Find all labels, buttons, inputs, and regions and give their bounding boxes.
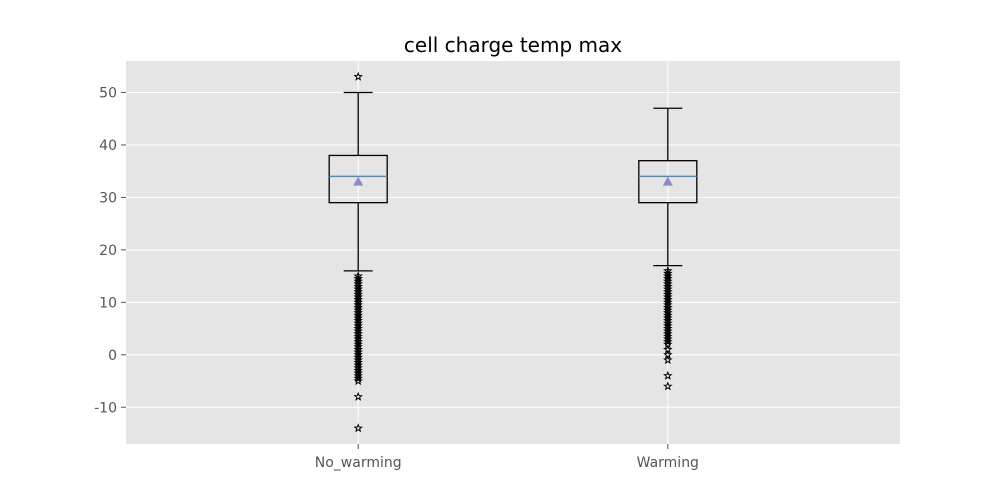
outlier-point (353, 71, 363, 81)
y-tick-label: 20 (99, 243, 117, 259)
boxes (328, 71, 698, 433)
outlier-point (353, 373, 363, 383)
chart-title: cell charge temp max (404, 33, 622, 57)
x-tick-label: No_warming (315, 455, 402, 471)
plot-area (126, 61, 900, 444)
y-tick-label: -10 (94, 400, 117, 416)
y-tick-label: 40 (99, 138, 117, 154)
y-tick-label: 30 (99, 190, 117, 206)
y-tick-label: 0 (108, 348, 117, 364)
box-group (328, 71, 388, 433)
iqr-box (328, 154, 388, 204)
box-group (638, 107, 698, 391)
outlier-point (663, 336, 673, 346)
outlier-point (663, 381, 673, 391)
outlier-point (663, 355, 673, 365)
outlier-point (353, 391, 363, 401)
mean-marker (662, 176, 673, 186)
mean-marker (353, 176, 364, 186)
outlier-point (353, 375, 363, 386)
outlier-point (663, 370, 673, 380)
iqr-box (638, 160, 698, 204)
outlier-point (353, 423, 363, 433)
y-tick-label: 50 (99, 85, 117, 101)
grid-lines (126, 61, 900, 444)
y-tick-label: 10 (99, 295, 117, 311)
x-tick-label: Warming (637, 455, 699, 471)
axis-ticks: 50 40 30 20 10 0 -10 No_warming Warming (94, 85, 699, 471)
